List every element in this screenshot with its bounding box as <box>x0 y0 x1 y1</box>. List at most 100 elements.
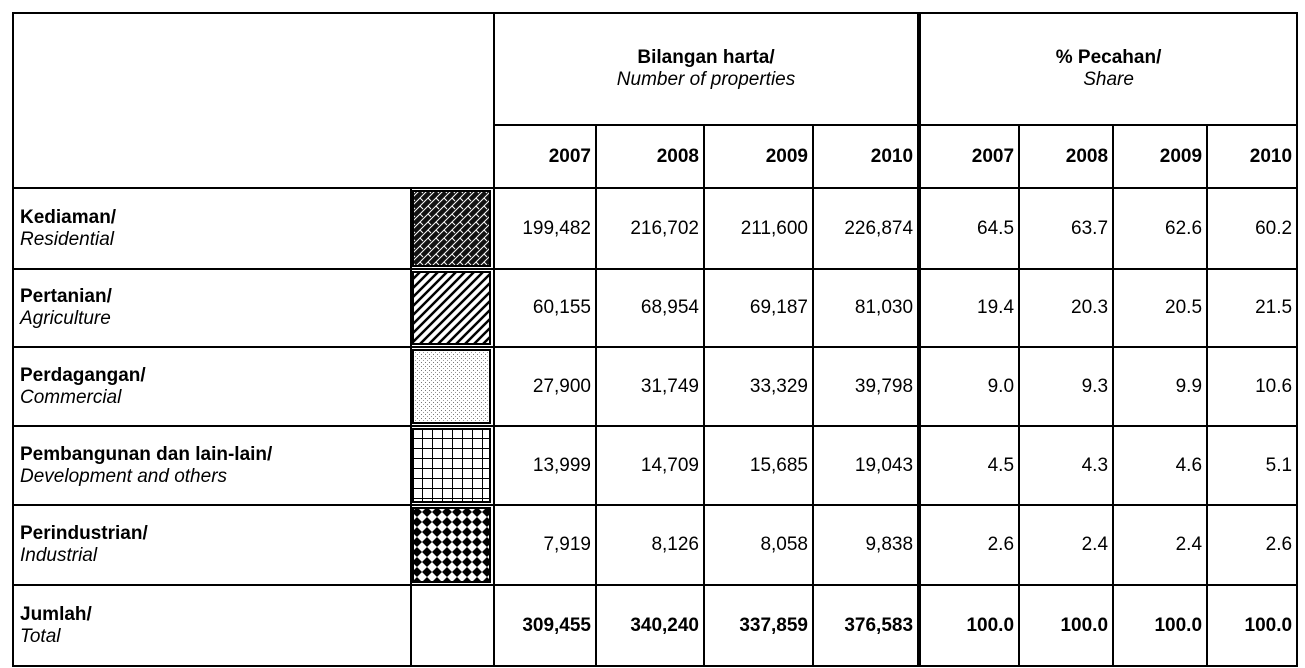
header-row: Bilangan harta/ Number of properties % P… <box>12 12 1299 189</box>
label-ms: Pertanian/ <box>20 286 112 307</box>
value-cell: 9.9 <box>1112 346 1209 427</box>
row-label: Jumlah/Total <box>12 584 412 667</box>
pattern-fill <box>412 349 491 424</box>
value-cell: 4.5 <box>918 425 1021 506</box>
pattern-swatch <box>412 428 491 503</box>
pattern-swatch <box>412 507 491 583</box>
value-cell: 9.0 <box>918 346 1021 427</box>
value-cell: 211,600 <box>703 187 814 270</box>
row-label: Perdagangan/Commercial <box>12 346 412 427</box>
year-header: 2010 <box>1206 124 1299 189</box>
label-ms: Perdagangan/ <box>20 364 146 386</box>
label-en: Total <box>20 625 61 647</box>
value-cell: 81,030 <box>811 268 922 348</box>
pattern-cell <box>410 584 495 667</box>
table-row: Jumlah/Total 309,455 340,240 337,859 376,583… <box>12 584 1299 667</box>
year-header: 2007 <box>493 124 597 189</box>
year-header: 2007 <box>918 124 1021 189</box>
value-cell: 33,329 <box>703 346 814 427</box>
value-cell: 15,685 <box>703 425 814 506</box>
label-ms: Jumlah/ <box>20 603 92 625</box>
year-header: 2008 <box>1018 124 1115 189</box>
value-cell: 216,702 <box>595 187 705 270</box>
value-cell: 69,187 <box>703 268 814 348</box>
value-cell: 20.5 <box>1112 268 1209 348</box>
label-ms: Perindustrian/ <box>20 523 148 544</box>
value-cell: 100.0 <box>1112 584 1209 667</box>
group-header: Bilangan harta/ Number of properties <box>492 12 922 126</box>
value-cell: 20.3 <box>1018 268 1115 348</box>
pattern-swatch <box>412 190 491 267</box>
value-cell: 68,954 <box>595 268 705 348</box>
value-cell: 62.6 <box>1112 187 1209 270</box>
pattern-cell <box>410 346 495 427</box>
corner-cell <box>12 12 495 189</box>
value-cell: 337,859 <box>703 584 814 667</box>
pattern-cell <box>410 187 495 270</box>
table-row: Kediaman/Residential 199,482 216,702 211,60… <box>12 187 1299 270</box>
pattern-fill <box>412 271 491 345</box>
pattern-fill <box>412 190 491 267</box>
year-header: 2010 <box>811 124 922 189</box>
value-cell: 14,709 <box>595 425 705 506</box>
row-label: Perindustrian/Industrial <box>12 504 412 586</box>
pattern-cell <box>410 268 495 348</box>
value-cell: 13,999 <box>493 425 597 506</box>
value-cell: 4.6 <box>1112 425 1209 506</box>
row-label: Pembangunan dan lain-lain/Development an… <box>12 425 412 506</box>
group-subtitle: Share <box>1083 69 1134 90</box>
value-cell: 39,798 <box>811 346 922 427</box>
value-cell: 2.6 <box>918 504 1021 586</box>
label-en: Development and others <box>20 465 228 487</box>
table-row: Pertanian/Agriculture 60,155 68,954 69,187 8… <box>12 268 1299 348</box>
pattern-swatch <box>412 349 491 424</box>
value-cell: 7,919 <box>493 504 597 586</box>
value-cell: 2.6 <box>1206 504 1299 586</box>
value-cell: 9,838 <box>811 504 922 586</box>
data-table: Bilangan harta/ Number of properties % P… <box>12 12 1299 667</box>
value-cell: 100.0 <box>1018 584 1115 667</box>
value-cell: 60.2 <box>1206 187 1299 270</box>
pattern-cell <box>410 504 495 586</box>
value-cell: 8,058 <box>703 504 814 586</box>
group-title: Bilangan harta/ <box>637 47 775 68</box>
group-title: % Pecahan/ <box>1055 47 1162 68</box>
value-cell: 8,126 <box>595 504 705 586</box>
pattern-fill <box>412 507 491 583</box>
label-ms: Kediaman/ <box>20 206 117 228</box>
value-cell: 60,155 <box>493 268 597 348</box>
table-row: Pembangunan dan lain-lain/Development an… <box>12 425 1299 506</box>
value-cell: 19.4 <box>918 268 1021 348</box>
value-cell: 19,043 <box>811 425 922 506</box>
row-label: Pertanian/Agriculture <box>12 268 412 348</box>
value-cell: 31,749 <box>595 346 705 427</box>
value-cell: 27,900 <box>493 346 597 427</box>
value-cell: 199,482 <box>493 187 597 270</box>
value-cell: 100.0 <box>1206 584 1299 667</box>
pattern-swatch <box>412 271 491 345</box>
pattern-cell <box>410 425 495 506</box>
value-cell: 9.3 <box>1018 346 1115 427</box>
value-cell: 21.5 <box>1206 268 1299 348</box>
label-en: Residential <box>20 228 114 250</box>
year-header: 2009 <box>1112 124 1209 189</box>
value-cell: 10.6 <box>1206 346 1299 427</box>
year-header: 2009 <box>703 124 814 189</box>
table-row: Perindustrian/Industrial 7,919 8,126 8,058 9… <box>12 504 1299 586</box>
value-cell: 64.5 <box>918 187 1021 270</box>
table-row: Perdagangan/Commercial 27,900 31,749 33,329… <box>12 346 1299 427</box>
value-cell: 340,240 <box>595 584 705 667</box>
year-header: 2008 <box>595 124 705 189</box>
value-cell: 63.7 <box>1018 187 1115 270</box>
label-en: Industrial <box>20 545 98 566</box>
value-cell: 4.3 <box>1018 425 1115 506</box>
group-header: % Pecahan/ Share <box>918 12 1299 126</box>
value-cell: 226,874 <box>811 187 922 270</box>
row-label: Kediaman/Residential <box>12 187 412 270</box>
value-cell: 100.0 <box>918 584 1021 667</box>
group-subtitle: Number of properties <box>616 69 796 90</box>
value-cell: 309,455 <box>493 584 597 667</box>
year-row: 2007 2008 2009 2010 2007 2008 2009 2010 <box>13 124 1299 189</box>
label-en: Commercial <box>20 386 122 408</box>
